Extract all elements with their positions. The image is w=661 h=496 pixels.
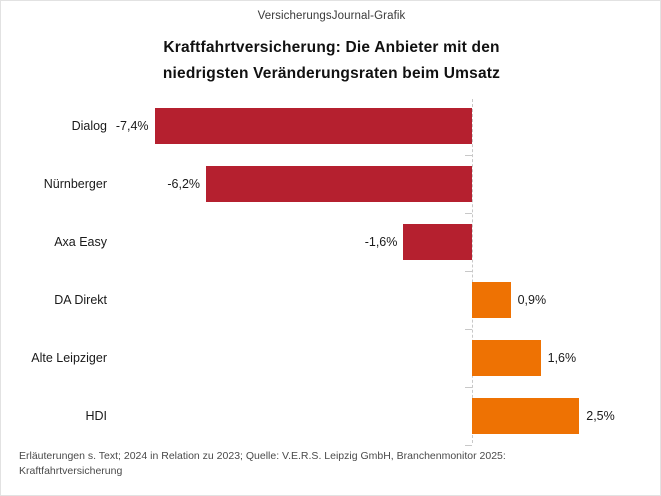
bar[interactable] <box>403 224 472 260</box>
bar[interactable] <box>472 398 580 434</box>
bar[interactable] <box>472 340 541 376</box>
axis-tick <box>465 329 472 330</box>
bar[interactable] <box>472 282 511 318</box>
bar-row: DA Direkt 0,9% <box>1 271 661 329</box>
category-label: Axa Easy <box>54 235 107 249</box>
bar[interactable] <box>206 166 472 202</box>
page-title-line-2: niedrigsten Veränderungsraten beim Umsat… <box>162 65 501 82</box>
source-note-line-2: Kraftfahrtversicherung <box>19 465 123 477</box>
page-title: Kraftfahrtversicherung: Die Anbieter mit… <box>1 35 661 87</box>
category-label: Dialog <box>71 119 107 133</box>
bar-row: HDI 2,5% <box>1 387 661 445</box>
axis-tick <box>465 271 472 272</box>
bar-value-label: 1,6% <box>547 351 577 365</box>
source-note-line-1: Erläuterungen s. Text; 2024 in Relation … <box>19 450 506 462</box>
bar-value-label: -1,6% <box>364 235 398 249</box>
axis-tick <box>465 445 472 446</box>
bar[interactable] <box>154 108 472 144</box>
figure-source-note: Erläuterungen s. Text; 2024 in Relation … <box>19 449 649 479</box>
bar-row: Alte Leipziger 1,6% <box>1 329 661 387</box>
plot-area: Dialog -7,4% Nürnberger -6,2% Axa Easy -1,6% D… <box>1 97 661 446</box>
bar-value-label: -7,4% <box>115 119 149 133</box>
bar-row: Dialog -7,4% <box>1 97 661 155</box>
axis-tick <box>465 155 472 156</box>
bar-row: Axa Easy -1,6% <box>1 213 661 271</box>
bar-value-label: -6,2% <box>167 177 201 191</box>
axis-tick <box>465 387 472 388</box>
figure-kicker: VersicherungsJournal-Grafik <box>257 10 406 22</box>
page-title-line-1: Kraftfahrtversicherung: Die Anbieter mit… <box>163 39 500 56</box>
category-label: Alte Leipziger <box>31 351 107 365</box>
zero-axis-line <box>472 99 473 443</box>
category-label: Nürnberger <box>43 177 107 191</box>
axis-tick <box>465 213 472 214</box>
category-label: DA Direkt <box>54 293 107 307</box>
bar-value-label: 2,5% <box>586 409 615 423</box>
bar-value-label: 0,9% <box>517 293 547 307</box>
bar-row: Nürnberger -6,2% <box>1 155 661 213</box>
category-label: HDI <box>85 409 107 423</box>
